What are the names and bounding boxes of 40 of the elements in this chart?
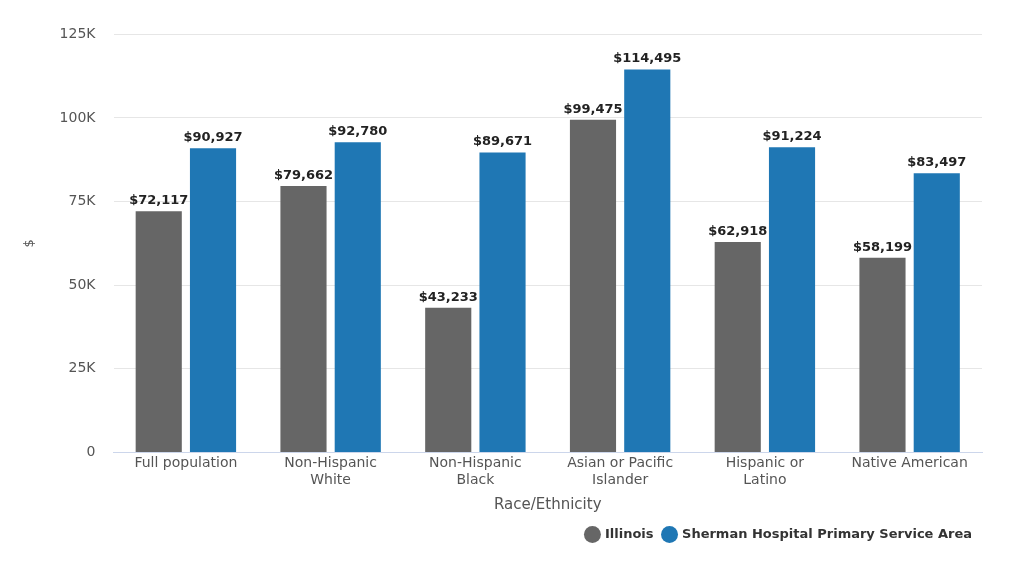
bar bbox=[768, 147, 816, 452]
data-label: $72,117 bbox=[129, 192, 189, 208]
data-label: $58,199 bbox=[852, 238, 913, 254]
legend-label: Illinois bbox=[604, 525, 654, 541]
bar bbox=[569, 119, 617, 452]
data-label: $90,927 bbox=[183, 129, 243, 145]
data-label: $62,918 bbox=[708, 222, 768, 238]
legend-label: Sherman Hospital Primary Service Area bbox=[682, 525, 972, 541]
bar bbox=[714, 242, 761, 452]
data-label: $92,780 bbox=[328, 123, 388, 139]
data-label: $43,233 bbox=[418, 288, 478, 304]
data-label: $114,495 bbox=[613, 50, 682, 66]
data-label: $89,671 bbox=[472, 133, 533, 149]
bar bbox=[334, 142, 381, 452]
x-tick-label: Asian or Pacific Islander bbox=[567, 454, 674, 488]
bar bbox=[859, 257, 906, 452]
data-label: $91,224 bbox=[762, 128, 822, 144]
bar bbox=[425, 307, 472, 452]
y-tick-label: 75K bbox=[68, 192, 97, 209]
bar bbox=[479, 152, 526, 452]
y-tick-label: 0 bbox=[86, 443, 96, 460]
bar bbox=[624, 69, 671, 452]
bar bbox=[135, 211, 182, 452]
x-tick-label: Full population bbox=[134, 454, 238, 471]
data-label: $79,662 bbox=[273, 166, 334, 182]
x-tick-label: Native American bbox=[851, 454, 968, 471]
y-tick-label: 100K bbox=[59, 108, 97, 125]
y-tick-label: 125K bbox=[59, 25, 97, 42]
y-axis-title: $ bbox=[21, 239, 37, 248]
x-axis-title: Race/Ethnicity bbox=[493, 494, 602, 513]
data-label: $83,497 bbox=[907, 154, 967, 170]
bar bbox=[189, 148, 237, 452]
x-tick-label: Non-Hispanic White bbox=[284, 454, 377, 488]
x-tick-label: Non-Hispanic Black bbox=[429, 454, 522, 488]
y-tick-label: 25K bbox=[68, 359, 97, 376]
data-label: $99,475 bbox=[563, 100, 623, 116]
bar bbox=[913, 173, 960, 452]
bar bbox=[280, 186, 327, 452]
x-tick-label: Hispanic or Latino bbox=[725, 454, 805, 488]
y-tick-label: 50K bbox=[68, 275, 97, 292]
